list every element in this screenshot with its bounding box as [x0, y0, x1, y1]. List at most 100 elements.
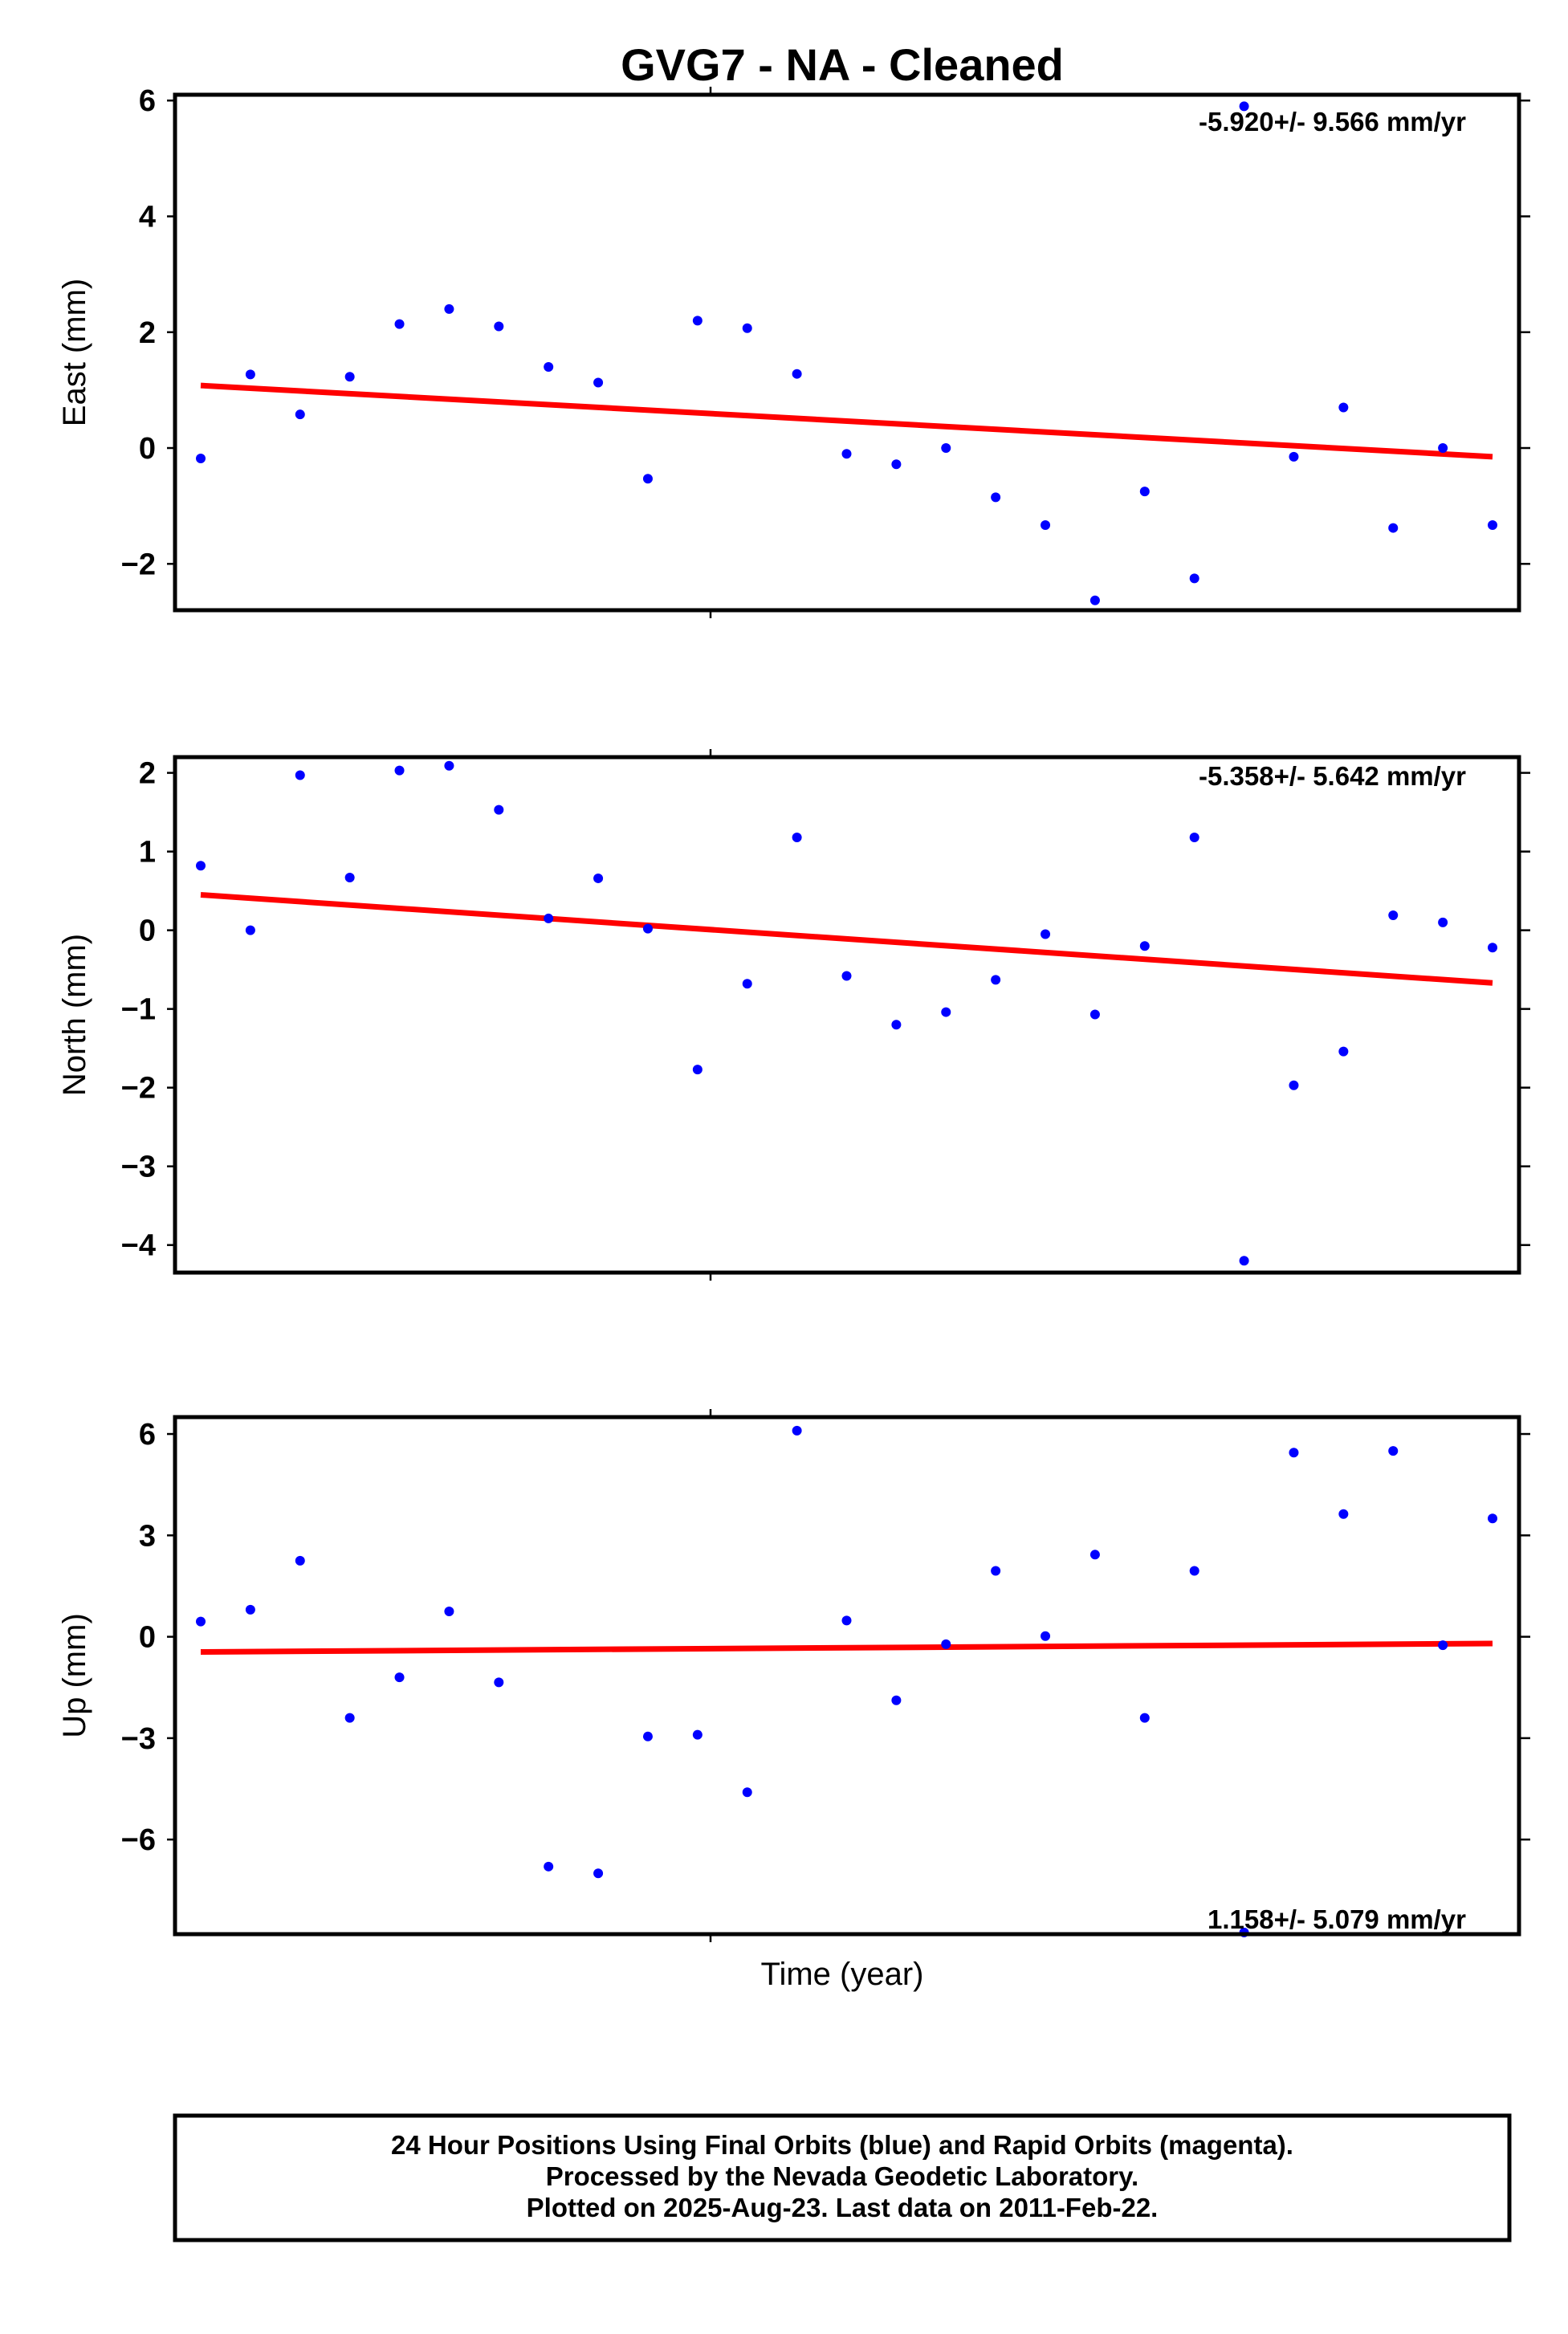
- data-point: [1289, 451, 1299, 462]
- rate-label: -5.920+/- 9.566 mm/yr: [1199, 107, 1466, 136]
- data-point: [394, 765, 405, 776]
- data-point: [1239, 1256, 1249, 1266]
- panels: −2 0 2 4 6 East (mm) -5.920+/- 9.566 mm/yr −4 −3…: [57, 84, 1530, 1942]
- data-point: [444, 760, 454, 771]
- y-tick-label: −6: [121, 1823, 156, 1857]
- data-point: [1488, 519, 1497, 530]
- data-point: [1189, 1566, 1199, 1576]
- data-point: [1189, 832, 1199, 842]
- y-tick-label: 3: [139, 1519, 156, 1553]
- y-tick-label: 4: [139, 200, 156, 234]
- y-axis-label: North (mm): [57, 934, 92, 1096]
- data-point: [1338, 1046, 1349, 1057]
- data-point: [1139, 1713, 1150, 1723]
- y-tick-label: −1: [121, 993, 156, 1027]
- y-tick-label: −3: [121, 1722, 156, 1756]
- panel-2: −4 −3 −2 −1 0 1 2 North (mm) -5.358+/- 5.642 mm/…: [57, 749, 1530, 1281]
- data-point: [1139, 941, 1150, 951]
- chart-title: GVG7 - NA - Cleaned: [621, 39, 1064, 90]
- footer-box: [173, 2113, 1512, 2242]
- data-point: [941, 1007, 951, 1017]
- data-point: [344, 1713, 355, 1723]
- plot-frame: [173, 1415, 1521, 1937]
- data-point: [1438, 917, 1448, 927]
- y-tick-label: −2: [121, 548, 156, 581]
- trend-line: [200, 382, 1493, 460]
- y-tick-label: 1: [139, 836, 156, 870]
- data-point: [444, 1607, 454, 1617]
- data-point: [1488, 1513, 1497, 1524]
- data-point: [692, 316, 703, 326]
- data-point: [196, 1616, 206, 1627]
- data-point: [544, 913, 554, 923]
- data-point: [1338, 402, 1349, 413]
- data-point: [593, 377, 604, 388]
- y-tick-label: 0: [139, 432, 156, 466]
- data-point: [544, 362, 554, 373]
- y-axis-label: East (mm): [57, 279, 92, 426]
- data-point: [692, 1065, 703, 1075]
- data-point: [991, 975, 1001, 985]
- data-point: [593, 1868, 604, 1879]
- trend-line: [200, 892, 1493, 986]
- data-point: [1239, 101, 1249, 112]
- data-point: [642, 923, 653, 934]
- data-point: [344, 372, 355, 382]
- y-axis-label: Up (mm): [57, 1613, 92, 1738]
- data-point: [1139, 487, 1150, 497]
- data-point: [1189, 573, 1199, 584]
- data-point: [196, 454, 206, 464]
- data-point: [1089, 1550, 1100, 1560]
- rate-label: 1.158+/- 5.079 mm/yr: [1208, 1904, 1466, 1934]
- y-tick-label: −2: [121, 1072, 156, 1106]
- data-point: [494, 1677, 504, 1688]
- data-point: [444, 303, 454, 314]
- footer-line-3: Plotted on 2025-Aug-23. Last data on 201…: [527, 2193, 1159, 2222]
- data-point: [544, 1861, 554, 1872]
- data-point: [991, 1566, 1001, 1576]
- data-point: [245, 1604, 255, 1615]
- data-point: [841, 449, 852, 459]
- plot-frame: [173, 92, 1521, 613]
- data-point: [344, 872, 355, 882]
- plot-frame: [173, 755, 1521, 1275]
- panel-1: −2 0 2 4 6 East (mm) -5.920+/- 9.566 mm/yr: [57, 84, 1530, 618]
- data-point: [891, 1695, 902, 1705]
- data-point: [891, 1020, 902, 1030]
- data-point: [593, 873, 604, 883]
- x-axis-label: Time (year): [761, 1957, 924, 1992]
- data-point: [1388, 910, 1399, 921]
- data-point: [792, 1425, 802, 1436]
- data-point: [891, 459, 902, 470]
- data-point: [841, 1615, 852, 1626]
- footer-line-2: Processed by the Nevada Geodetic Laborat…: [546, 2161, 1138, 2191]
- data-point: [295, 770, 305, 780]
- data-point: [941, 1639, 951, 1649]
- y-tick-label: 2: [139, 316, 156, 350]
- data-point: [196, 861, 206, 871]
- y-tick-label: 0: [139, 914, 156, 948]
- y-tick-label: 0: [139, 1621, 156, 1655]
- data-point: [1488, 943, 1497, 953]
- data-point: [1338, 1509, 1349, 1519]
- data-point: [1388, 523, 1399, 533]
- footer-line-1: 24 Hour Positions Using Final Orbits (bl…: [391, 2130, 1293, 2160]
- data-point: [642, 474, 653, 484]
- data-point: [394, 319, 405, 329]
- data-point: [991, 492, 1001, 503]
- data-point: [1041, 1631, 1051, 1641]
- y-tick-label: 6: [139, 84, 156, 118]
- data-point: [394, 1672, 405, 1683]
- trend-line: [200, 1640, 1493, 1656]
- data-point: [1289, 1448, 1299, 1458]
- y-tick-label: 2: [139, 757, 156, 791]
- rate-label: -5.358+/- 5.642 mm/yr: [1199, 761, 1466, 791]
- data-point: [295, 409, 305, 420]
- data-point: [1388, 1446, 1399, 1456]
- data-point: [245, 925, 255, 935]
- data-point: [1041, 929, 1051, 939]
- data-point: [494, 804, 504, 815]
- data-point: [245, 369, 255, 380]
